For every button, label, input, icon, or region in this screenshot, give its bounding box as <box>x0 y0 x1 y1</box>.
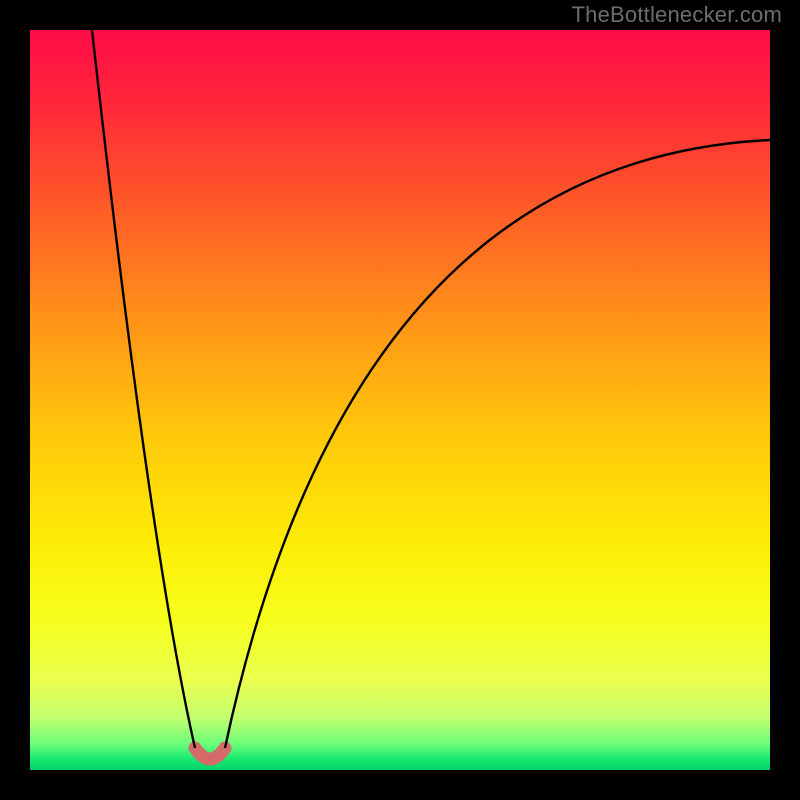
gradient-plot <box>30 30 770 770</box>
gradient-background <box>30 30 770 770</box>
watermark-label: TheBottlenecker.com <box>572 2 782 28</box>
chart-container: TheBottlenecker.com <box>0 0 800 800</box>
plot-area <box>30 30 770 770</box>
